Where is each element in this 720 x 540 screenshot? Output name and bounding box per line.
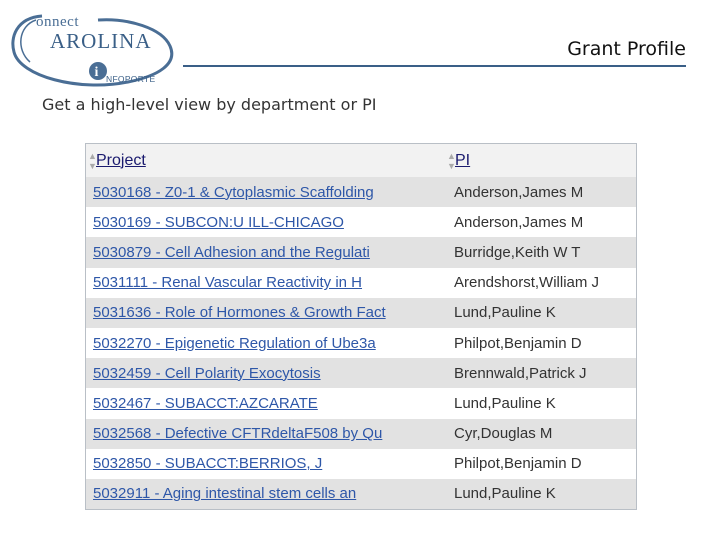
project-link[interactable]: 5032568 - Defective CFTRdeltaF508 by Qu (93, 425, 383, 443)
table-row: 5032467 - SUBACCT:AZCARATE Lund,Pauline … (86, 388, 636, 419)
pi-cell: Burridge,Keith W T (445, 237, 636, 268)
table-row: 5030169 - SUBCON:U ILL-CHICAGO Anderson,… (86, 207, 636, 238)
pi-cell: Anderson,James M (445, 177, 636, 208)
table-row: 5032270 - Epigenetic Regulation of Ube3a… (86, 327, 636, 359)
project-link[interactable]: 5031111 - Renal Vascular Reactivity in H (93, 274, 363, 292)
project-cell: 5032270 - Epigenetic Regulation of Ube3a (86, 327, 445, 359)
table-header-row: ▲ ▼Project ▲ ▼PI (86, 144, 636, 177)
project-cell: 5030879 - Cell Adhesion and the Regulati (86, 237, 445, 268)
project-link[interactable]: 5030168 - Z0-1 & Cytoplasmic Scaffolding (93, 183, 374, 201)
info-i-icon (89, 62, 107, 80)
project-link[interactable]: 5032467 - SUBACCT:AZCARATE (93, 394, 318, 412)
column-header-pi-label[interactable]: PI (455, 151, 471, 169)
connectcarolina-logo: i onnect AROLINA NFOPORTE (8, 10, 188, 92)
project-link[interactable]: 5030879 - Cell Adhesion and the Regulati (93, 243, 370, 261)
page-title: Grant Profile (567, 38, 686, 60)
project-cell: 5032911 - Aging intestinal stem cells an (86, 478, 445, 510)
project-link[interactable]: 5032850 - SUBACCT:BERRIOS, J (93, 455, 323, 473)
sort-arrows-icon[interactable]: ▲ ▼ (447, 150, 456, 171)
table-row: 5030879 - Cell Adhesion and the Regulati… (86, 237, 636, 268)
project-link[interactable]: 5032459 - Cell Polarity Exocytosis (93, 364, 321, 382)
sort-arrows-icon[interactable]: ▲ ▼ (88, 150, 97, 171)
grant-grid: ▲ ▼Project ▲ ▼PI 5030168 - Z0-1 & Cytoplas… (85, 143, 637, 511)
table-row: 5031636 - Role of Hormones & Growth Fact… (86, 297, 636, 328)
pi-cell: Cyr,Douglas M (445, 418, 636, 449)
page-subtitle: Get a high-level view by department or P… (42, 95, 377, 114)
project-link[interactable]: 5032911 - Aging intestinal stem cells an (93, 485, 357, 503)
table-row: 5032911 - Aging intestinal stem cells an… (86, 478, 636, 510)
project-cell: 5032459 - Cell Polarity Exocytosis (86, 358, 445, 389)
project-cell: 5032568 - Defective CFTRdeltaF508 by Qu (86, 418, 445, 449)
pi-cell: Philpot,Benjamin D (445, 448, 636, 479)
project-cell: 5030169 - SUBCON:U ILL-CHICAGO (86, 207, 445, 238)
column-header-project-label[interactable]: Project (96, 151, 146, 169)
project-cell: 5031636 - Role of Hormones & Growth Fact (86, 297, 445, 328)
logo-text-connect: onnect (36, 14, 79, 30)
table-row: 5031111 - Renal Vascular Reactivity in H… (86, 267, 636, 298)
project-link[interactable]: 5030169 - SUBCON:U ILL-CHICAGO (93, 213, 344, 231)
table-row: 5030168 - Z0-1 & Cytoplasmic Scaffolding… (86, 177, 636, 208)
table-row: 5032459 - Cell Polarity Exocytosis Brenn… (86, 358, 636, 389)
pi-cell: Arendshorst,William J (445, 267, 636, 298)
logo-text-carolina: AROLINA (50, 29, 152, 53)
header-divider (183, 65, 686, 67)
pi-cell: Lund,Pauline K (445, 297, 636, 328)
project-cell: 5032850 - SUBACCT:BERRIOS, J (86, 448, 445, 479)
column-header-project[interactable]: ▲ ▼Project (86, 144, 445, 177)
project-cell: 5031111 - Renal Vascular Reactivity in H (86, 267, 445, 298)
logo-text-infoporte: NFOPORTE (106, 74, 156, 84)
project-link[interactable]: 5031636 - Role of Hormones & Growth Fact (93, 304, 386, 322)
project-cell: 5032467 - SUBACCT:AZCARATE (86, 388, 445, 419)
project-cell: 5030168 - Z0-1 & Cytoplasmic Scaffolding (86, 177, 445, 208)
pi-cell: Lund,Pauline K (445, 478, 636, 510)
pi-cell: Philpot,Benjamin D (445, 327, 636, 359)
pi-cell: Lund,Pauline K (445, 388, 636, 419)
logo-swoosh: i (11, 14, 174, 87)
table-row: 5032850 - SUBACCT:BERRIOS, J Philpot,Ben… (86, 448, 636, 479)
project-link[interactable]: 5032270 - Epigenetic Regulation of Ube3a (93, 334, 376, 352)
grant-table: ▲ ▼Project ▲ ▼PI 5030168 - Z0-1 & Cytoplas… (86, 144, 636, 510)
pi-cell: Anderson,James M (445, 207, 636, 238)
svg-text:i: i (95, 65, 99, 80)
pi-cell: Brennwald,Patrick J (445, 358, 636, 389)
table-row: 5032568 - Defective CFTRdeltaF508 by Qu … (86, 418, 636, 449)
column-header-pi[interactable]: ▲ ▼PI (445, 144, 636, 177)
